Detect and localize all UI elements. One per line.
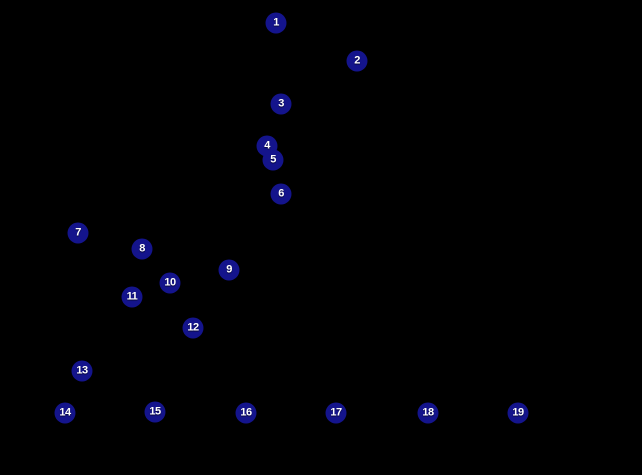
som-marker-8[interactable]: 8 xyxy=(131,238,153,260)
som-marker-9[interactable]: 9 xyxy=(218,259,240,281)
som-marker-16[interactable]: 16 xyxy=(235,402,257,424)
som-marker-17[interactable]: 17 xyxy=(325,402,347,424)
som-marker-19[interactable]: 19 xyxy=(507,402,529,424)
som-marker-5[interactable]: 5 xyxy=(262,149,284,171)
som-marker-2[interactable]: 2 xyxy=(346,50,368,72)
som-marker-1[interactable]: 1 xyxy=(265,12,287,34)
som-marker-6[interactable]: 6 xyxy=(270,183,292,205)
som-marker-12[interactable]: 12 xyxy=(182,317,204,339)
som-marker-18[interactable]: 18 xyxy=(417,402,439,424)
som-marker-14[interactable]: 14 xyxy=(54,402,76,424)
som-marker-13[interactable]: 13 xyxy=(71,360,93,382)
som-marker-3[interactable]: 3 xyxy=(270,93,292,115)
som-marker-10[interactable]: 10 xyxy=(159,272,181,294)
som-marker-11[interactable]: 11 xyxy=(121,286,143,308)
som-marker-7[interactable]: 7 xyxy=(67,222,89,244)
som-marker-15[interactable]: 15 xyxy=(144,401,166,423)
